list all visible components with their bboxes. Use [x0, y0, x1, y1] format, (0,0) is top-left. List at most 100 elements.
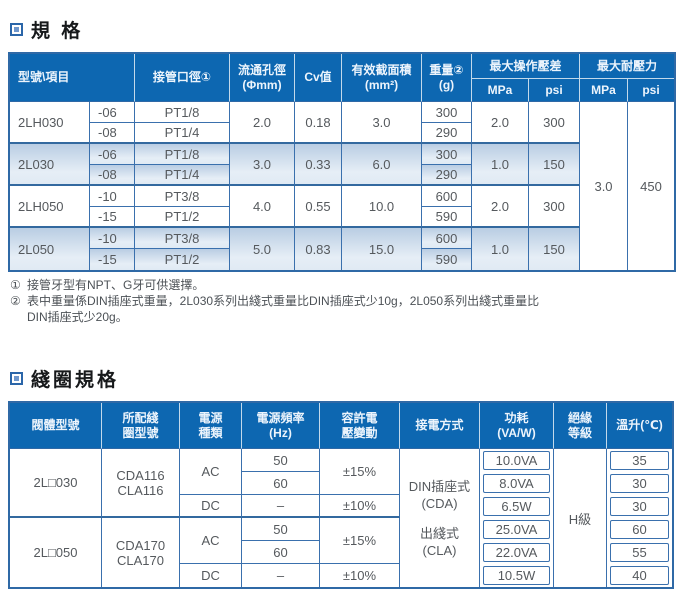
coil-model-line2: CLA116 [117, 482, 164, 498]
header-insulation-line2: 等級 [567, 425, 592, 440]
voltage-tolerance-cell: ±15% [320, 449, 400, 495]
header-consumption-line2: (VA/W) [497, 425, 536, 440]
area-cell: 6.0 [342, 144, 422, 186]
consumption-value: 10.0VA [483, 451, 550, 470]
consumption-value: 8.0VA [483, 474, 550, 493]
proof-mpa-cell: 3.0 [580, 102, 629, 270]
header-area-line1: 有效截面積 [351, 63, 412, 78]
table-row: -08 PT1/4 290 [10, 123, 674, 144]
op-mpa-cell: 2.0 [472, 102, 529, 144]
header-proof-mpa: MPa [580, 79, 629, 102]
area-cell: 10.0 [342, 186, 422, 228]
port-cell: PT1/2 [135, 207, 230, 228]
consumption-cell: 25.0VA [480, 518, 554, 541]
footnote-2-marker: ② [10, 294, 21, 308]
orifice-cell: 3.0 [230, 144, 295, 186]
port-cell: PT1/8 [135, 102, 230, 123]
orifice-cell: 2.0 [230, 102, 295, 144]
header-op-mpa: MPa [472, 79, 529, 102]
table-row: 2L□050 CDA170 CLA170 AC 50 ±15% 25.0VA 6… [10, 518, 672, 587]
header-power-line1: 電源 [198, 411, 223, 426]
header-power-consumption: 功耗 (VA/W) [480, 403, 554, 449]
port-cell: PT3/8 [135, 186, 230, 207]
voltage-tolerance-cell: ±10% [320, 564, 400, 587]
header-area-line2: (mm²) [364, 77, 399, 92]
voltage-tolerance-cell: ±15% [320, 518, 400, 564]
insulation-class-cell: H級 [554, 449, 607, 587]
temp-rise-value: 30 [610, 497, 669, 516]
size-cell: -08 [90, 123, 135, 144]
section1-title: 規 格 [31, 21, 84, 42]
power-type-cell: DC [180, 495, 242, 518]
wiring-line4: (CLA) [422, 542, 457, 558]
footnote-2-text-line1: 表中重量係DIN插座式重量，2L030系列出綫式重量比DIN插座式少10g，2L… [27, 294, 540, 308]
header-coil-line1: 所配綫 [122, 411, 159, 426]
frequency-cell: 60 [242, 472, 320, 495]
size-cell: -10 [90, 186, 135, 207]
header-effective-area: 有效截面積 (mm²) [342, 54, 422, 102]
section-marker-inner [14, 376, 19, 381]
table-row: 60 8.0VA 30 [10, 472, 672, 495]
power-type-cell: DC [180, 564, 242, 587]
section2-title-row: 綫圈規格 [10, 365, 700, 392]
temp-rise-cell: 55 [607, 541, 672, 564]
size-cell: -10 [90, 228, 135, 249]
cv-cell: 0.83 [295, 228, 342, 270]
header-cv: Cv值 [295, 54, 342, 102]
frequency-cell: 50 [242, 449, 320, 472]
temp-rise-cell: 30 [607, 495, 672, 518]
header-consumption-line1: 功耗 [504, 411, 529, 426]
temp-rise-value: 60 [610, 520, 669, 539]
header-weight-line2: (g) [438, 77, 455, 92]
size-cell: -08 [90, 165, 135, 186]
model-cell: 2L030 [10, 144, 90, 186]
weight-cell: 600 [422, 186, 472, 207]
section-marker-icon [10, 23, 23, 36]
spec-table: 型號\項目 接管口徑① 流通孔徑 (Φmm) Cv值 有效截面積 (mm²) 重… [8, 52, 677, 272]
cv-cell: 0.55 [295, 186, 342, 228]
voltage-tolerance-cell: ±10% [320, 495, 400, 518]
port-cell: PT3/8 [135, 228, 230, 249]
weight-cell: 590 [422, 249, 472, 270]
coil-model-line2: CLA170 [117, 552, 164, 568]
weight-cell: 300 [422, 144, 472, 165]
frequency-cell: 50 [242, 518, 320, 541]
header-frequency: 電源頻率 (Hz) [242, 403, 320, 449]
model-cell: 2LH050 [10, 186, 90, 228]
valve-model-cell: 2L□050 [10, 518, 102, 587]
table-row: DC – ±10% 6.5W 30 [10, 495, 672, 518]
footnote-1-marker: ① [10, 278, 21, 292]
header-proof-psi: psi [628, 79, 675, 102]
wiring-line1: DIN插座式 [408, 478, 471, 494]
temp-rise-cell: 35 [607, 449, 672, 472]
op-psi-cell: 150 [529, 144, 581, 186]
consumption-value: 25.0VA [483, 520, 550, 539]
consumption-cell: 6.5W [480, 495, 554, 518]
header-coil-line2: 圈型號 [122, 425, 159, 440]
temp-rise-cell: 40 [607, 564, 672, 587]
temp-rise-value: 55 [610, 543, 669, 562]
consumption-cell: 22.0VA [480, 541, 554, 564]
table-row: -15 PT1/2 590 [10, 207, 674, 228]
cv-cell: 0.33 [295, 144, 342, 186]
header-coil-model: 所配綫 圈型號 [102, 403, 180, 449]
section1-title-row: 規 格 [10, 16, 700, 43]
table-row: 2LH050 -10 PT3/8 4.0 0.55 10.0 600 2.0 3… [10, 186, 674, 228]
header-orifice-line2: (Φmm) [242, 77, 282, 92]
coil-spec-table: 閥體型號 所配綫 圈型號 電源 種類 電源頻率 (Hz) 容許電 壓變動 接電方 [8, 401, 674, 589]
size-cell: -15 [90, 207, 135, 228]
table-row: -08 PT1/4 290 [10, 165, 674, 186]
op-psi-cell: 300 [529, 186, 581, 228]
op-psi-cell: 150 [529, 228, 581, 270]
table-row: 2LH030 -06 PT1/8 2.0 0.18 3.0 300 2.0 30… [10, 102, 674, 270]
size-cell: -06 [90, 144, 135, 165]
cv-cell: 0.18 [295, 102, 342, 144]
table-row: 2L030 -06 PT1/8 3.0 0.33 6.0 300 1.0 150 [10, 144, 674, 186]
size-cell: -06 [90, 102, 135, 123]
footnote-1: ① 接管牙型有NPT、G牙可供選擇。 [10, 277, 700, 293]
power-type-cell: AC [180, 518, 242, 564]
frequency-cell: – [242, 564, 320, 587]
consumption-value: 6.5W [483, 497, 550, 516]
header-voltage-line1: 容許電 [341, 411, 378, 426]
